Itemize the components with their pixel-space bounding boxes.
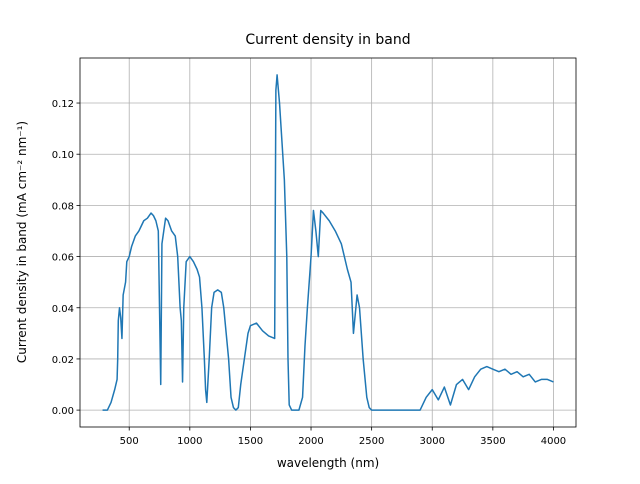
x-tick-label: 3000 [420, 436, 445, 447]
x-tick-label: 500 [120, 436, 139, 447]
y-tick-label: 0.00 [52, 406, 74, 417]
y-tick-label: 0.12 [52, 99, 74, 110]
x-tick-label: 2000 [298, 436, 323, 447]
x-tick-label: 1000 [177, 436, 202, 447]
y-tick-label: 0.06 [52, 253, 74, 264]
x-tick-label: 1500 [238, 436, 263, 447]
y-tick-label: 0.04 [52, 304, 74, 315]
y-tick-label: 0.08 [52, 201, 74, 212]
chart-title: Current density in band [245, 32, 410, 48]
y-tick-label: 0.02 [52, 355, 74, 366]
plot-frame [79, 57, 577, 428]
x-tick-label: 4000 [541, 436, 566, 447]
x-axis-label: wavelength (nm) [277, 456, 379, 470]
y-axis-label: Current density in band (mA cm⁻² nm⁻¹) [15, 121, 29, 363]
data-line [102, 74, 554, 411]
x-tick-label: 2500 [359, 436, 384, 447]
y-tick-label: 0.10 [52, 150, 74, 161]
x-tick-label: 3500 [480, 436, 505, 447]
